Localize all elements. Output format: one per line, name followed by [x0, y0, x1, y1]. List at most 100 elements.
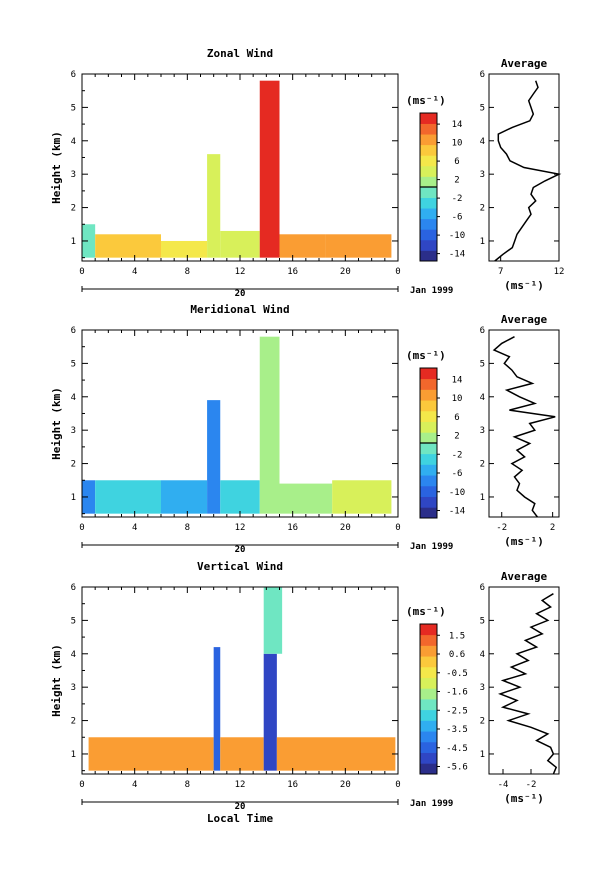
colorbar-swatch — [420, 187, 437, 198]
colorbar-swatch — [420, 389, 437, 401]
y-tick-label: 2 — [71, 717, 76, 727]
heatmap-region — [263, 587, 283, 654]
average-unit: (ms⁻¹) — [504, 535, 544, 548]
colorbar-tick-label: -10 — [449, 488, 465, 498]
x-tick-label: 20 — [340, 267, 351, 277]
colorbar-swatch — [420, 741, 437, 753]
x-tick-label: 8 — [185, 780, 190, 790]
panel-title: Meridional Wind — [190, 303, 289, 316]
average-y-tick-label: 6 — [480, 70, 485, 80]
colorbar-swatch — [420, 197, 437, 209]
date-label: 20 — [235, 289, 246, 299]
y-tick-label: 4 — [71, 393, 76, 403]
y-tick-label: 2 — [71, 204, 76, 214]
x-tick-label: 20 — [340, 523, 351, 533]
colorbar-swatch — [420, 645, 437, 657]
x-tick-label: 0 — [79, 523, 84, 533]
heatmap-region — [276, 737, 396, 771]
colorbar-tick-label: -1.6 — [446, 688, 468, 698]
colorbar-swatch — [420, 218, 437, 230]
colorbar-swatch — [420, 165, 437, 177]
colorbar-swatch — [420, 763, 437, 775]
heatmap-region — [207, 154, 221, 258]
x-tick-label: 20 — [340, 780, 351, 790]
x-tick-label: 0 — [395, 523, 400, 533]
x-tick-label: 4 — [132, 523, 137, 533]
average-x-tick-label: -2 — [496, 523, 507, 533]
colorbar-swatch — [420, 688, 437, 700]
y-tick-label: 5 — [71, 103, 76, 113]
colorbar-tick-label: -6 — [452, 213, 463, 223]
y-tick-label: 6 — [71, 326, 76, 336]
average-y-tick-label: 5 — [480, 103, 485, 113]
colorbar-swatch — [420, 239, 437, 251]
average-profile-line — [498, 593, 558, 775]
y-axis-label: Height (km) — [50, 644, 63, 717]
colorbar-tick-label: -14 — [449, 507, 465, 517]
average-frame — [488, 329, 560, 518]
x-tick-label: 8 — [185, 523, 190, 533]
colorbar-tick-label: -4.5 — [446, 744, 468, 754]
colorbar-tick-label: 14 — [452, 120, 463, 130]
x-tick-label: 8 — [185, 267, 190, 277]
average-title: Average — [501, 57, 548, 70]
date-suffix: Jan 1999 — [410, 799, 453, 809]
x-axis-label: Local Time — [207, 812, 274, 825]
colorbar-swatch — [420, 634, 437, 646]
colorbar-frame — [419, 623, 438, 775]
colorbar-tick-label: -3.5 — [446, 725, 468, 735]
colorbar-swatch — [420, 720, 437, 732]
y-tick-label: 3 — [71, 426, 76, 436]
colorbar-swatch — [420, 752, 437, 764]
y-tick-label: 2 — [71, 460, 76, 470]
y-tick-label: 6 — [71, 70, 76, 80]
y-tick-label: 1 — [71, 750, 76, 760]
average-frame — [488, 586, 560, 775]
colorbar-tick-label: 14 — [452, 375, 463, 385]
colorbar-swatch — [420, 144, 437, 156]
colorbar-tick-label: -6 — [452, 469, 463, 479]
average-unit: (ms⁻¹) — [504, 792, 544, 805]
colorbar-unit: (ms⁻¹) — [406, 94, 446, 107]
colorbar-tick-label: 10 — [452, 394, 463, 404]
colorbar-tick-label: -14 — [449, 250, 465, 260]
average-y-tick-label: 3 — [480, 683, 485, 693]
colorbar-tick-label: -10 — [449, 231, 465, 241]
average-frame — [488, 73, 560, 262]
colorbar-tick-label: -5.6 — [446, 763, 468, 773]
colorbar-swatch — [420, 453, 437, 465]
colorbar-swatch — [420, 123, 437, 135]
average-y-tick-label: 3 — [480, 170, 485, 180]
heatmap-region — [95, 234, 161, 258]
colorbar-swatch — [420, 134, 437, 146]
x-tick-label: 12 — [235, 780, 246, 790]
colorbar-tick-label: 10 — [452, 139, 463, 149]
colorbar-swatch — [420, 176, 437, 188]
average-y-tick-label: 3 — [480, 426, 485, 436]
x-tick-label: 4 — [132, 267, 137, 277]
colorbar-tick-label: -2 — [452, 450, 463, 460]
y-tick-label: 6 — [71, 583, 76, 593]
colorbar-tick-label: -2 — [452, 194, 463, 204]
x-tick-label: 16 — [287, 780, 298, 790]
x-tick-label: 16 — [287, 523, 298, 533]
y-tick-label: 3 — [71, 170, 76, 180]
colorbar-swatch — [420, 624, 437, 636]
heatmap-region — [279, 234, 326, 258]
colorbar-tick-label: 1.5 — [449, 631, 465, 641]
average-unit: (ms⁻¹) — [504, 279, 544, 292]
colorbar-swatch — [420, 113, 437, 124]
heatmap-region — [259, 336, 280, 514]
colorbar-swatch — [420, 432, 437, 444]
average-y-tick-label: 4 — [480, 650, 485, 660]
average-y-tick-label: 2 — [480, 204, 485, 214]
date-label: 20 — [235, 545, 246, 555]
colorbar-tick-label: -0.5 — [446, 669, 468, 679]
colorbar-swatch — [420, 485, 437, 497]
colorbar-swatch — [420, 475, 437, 487]
average-title: Average — [501, 570, 548, 583]
colorbar-tick-label: 2 — [454, 176, 459, 186]
colorbar-swatch — [420, 666, 437, 678]
